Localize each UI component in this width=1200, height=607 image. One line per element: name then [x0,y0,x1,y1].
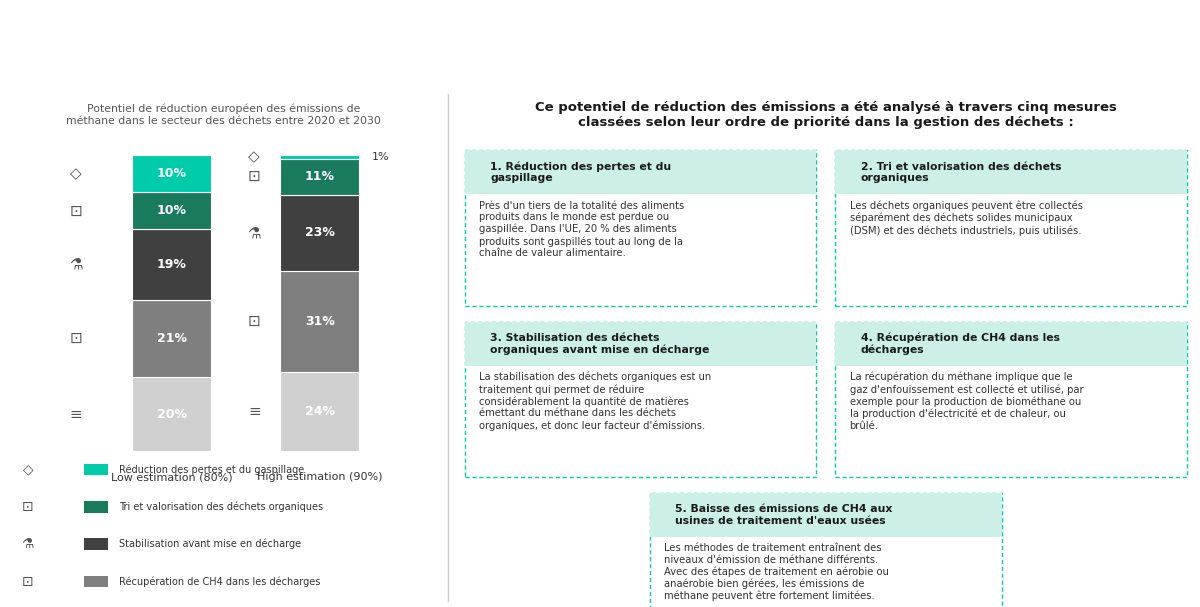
Text: 31%: 31% [305,315,335,328]
Text: Le potentiel de réduction européen des émissions de méthane: Le potentiel de réduction européen des é… [16,16,774,37]
Bar [132,300,211,378]
Text: ⊡: ⊡ [22,575,34,589]
Text: 24%: 24% [305,405,335,418]
Bar [649,493,1002,537]
Text: 1. Réduction des pertes et du
gaspillage: 1. Réduction des pertes et du gaspillage [491,161,672,183]
Text: ≡: ≡ [248,404,260,419]
Bar [132,192,211,229]
Text: ⚗: ⚗ [247,225,262,240]
Text: Près d'un tiers de la totalité des aliments
produits dans le monde est perdue ou: Près d'un tiers de la totalité des alime… [479,201,684,258]
Text: 21%: 21% [156,332,186,345]
Text: Les déchets organiques peuvent être collectés
séparément des déchets solides mun: Les déchets organiques peuvent être coll… [850,201,1082,236]
Text: ⊡: ⊡ [248,314,260,329]
Text: 20%: 20% [156,408,186,421]
Text: 3. Stabilisation des déchets
organiques avant mise en décharge: 3. Stabilisation des déchets organiques … [491,333,709,354]
Bar [132,229,211,300]
Bar [132,155,211,192]
Text: ⊡: ⊡ [248,169,260,185]
Bar [132,378,211,452]
Bar [464,151,816,306]
Bar [835,322,1187,477]
Text: 1%: 1% [372,152,390,162]
Text: 10%: 10% [156,205,186,217]
Bar [281,155,359,159]
Bar [649,493,1002,607]
Text: 4. Récupération de CH4 dans les
décharges: 4. Récupération de CH4 dans les décharge… [860,332,1060,355]
Text: Réduction des pertes et du gaspillage: Réduction des pertes et du gaspillage [119,464,305,475]
Bar [281,195,359,271]
Text: ◇: ◇ [23,463,34,476]
Text: Low estimation (80%): Low estimation (80%) [110,472,233,482]
Text: Ce potentiel de réduction des émissions a été analysé à travers cinq mesures
cla: Ce potentiel de réduction des émissions … [535,101,1116,129]
Text: La stabilisation des déchets organiques est un
traitement qui permet de réduire
: La stabilisation des déchets organiques … [479,372,712,430]
Bar [464,322,816,477]
Text: Potentiel de réduction européen des émissions de
méthane dans le secteur des déc: Potentiel de réduction européen des émis… [66,104,382,126]
Bar [281,159,359,195]
Text: Les méthodes de traitement entraînent des
niveaux d'émission de méthane différen: Les méthodes de traitement entraînent de… [665,543,889,602]
Bar [84,538,108,550]
Bar [464,151,816,194]
Bar [84,464,108,475]
Bar [281,373,359,452]
Bar [835,151,1187,306]
Text: Tri et valorisation des déchets organiques: Tri et valorisation des déchets organiqu… [119,501,323,512]
Bar [281,271,359,373]
Text: La récupération du méthane implique que le
gaz d'enfouissement est collecté et u: La récupération du méthane implique que … [850,372,1084,430]
Text: ◇: ◇ [248,150,260,164]
Bar [464,322,816,365]
Text: 10%: 10% [156,168,186,180]
Text: Stabilisation avant mise en décharge: Stabilisation avant mise en décharge [119,539,301,549]
Text: ⊡: ⊡ [22,500,34,514]
Text: ⊡: ⊡ [70,203,82,219]
Text: 11%: 11% [305,171,335,183]
Text: 5. Baisse des émissions de CH4 aux
usines de traitement d'eaux usées: 5. Baisse des émissions de CH4 aux usine… [676,504,893,526]
Text: ⚗: ⚗ [68,257,83,272]
Bar [835,151,1187,194]
Bar [835,322,1187,365]
Text: ⊡: ⊡ [70,331,82,346]
Text: ≡: ≡ [70,407,82,422]
Bar [84,501,108,512]
Text: ⚗: ⚗ [22,537,34,551]
Text: 19%: 19% [156,258,186,271]
Text: provenant de la gestion des déchets fluctue entre 80% et 90%: provenant de la gestion des déchets fluc… [16,58,773,80]
Text: Récupération de CH4 dans les décharges: Récupération de CH4 dans les décharges [119,576,320,587]
Text: ◇: ◇ [70,166,82,181]
Text: High estimation (90%): High estimation (90%) [257,472,383,482]
Bar [84,576,108,588]
Text: 23%: 23% [305,226,335,239]
Text: 2. Tri et valorisation des déchets
organiques: 2. Tri et valorisation des déchets organ… [860,161,1061,183]
